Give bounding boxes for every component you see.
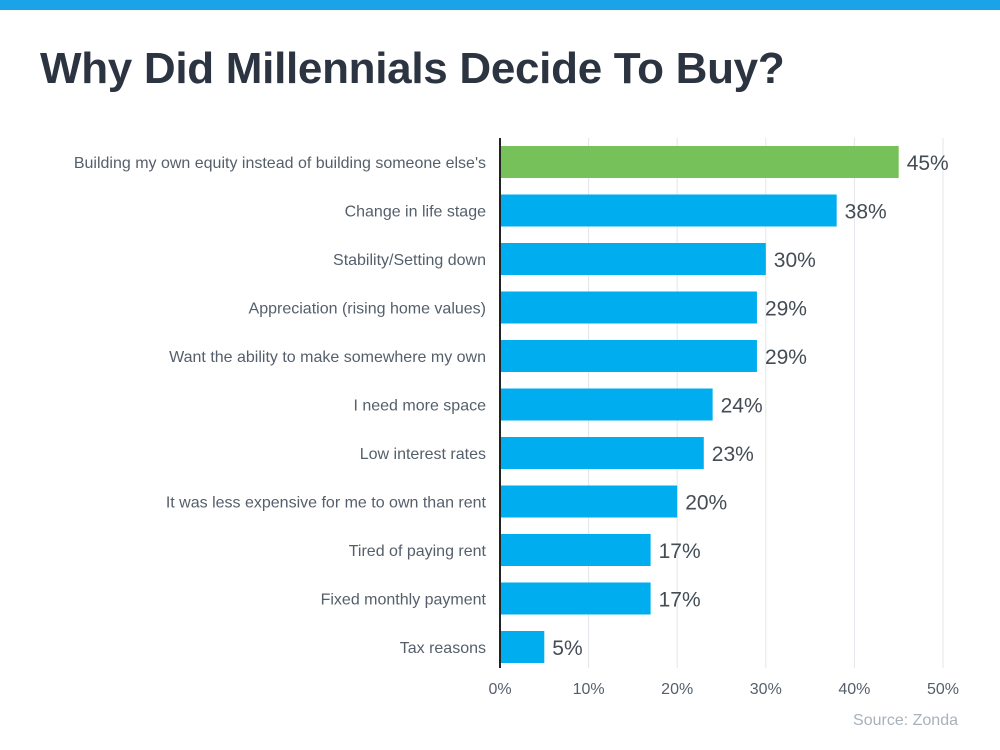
x-tick-label: 10% [573, 681, 605, 698]
value-label: 30% [774, 249, 816, 272]
value-label: 17% [659, 540, 701, 563]
category-label: It was less expensive for me to own than… [166, 495, 487, 512]
bar [500, 291, 757, 324]
value-label: 23% [712, 443, 754, 466]
category-label: Appreciation (rising home values) [249, 301, 486, 318]
source-note: Source: Zonda [853, 712, 958, 729]
category-label: Fixed monthly payment [321, 592, 487, 609]
bar [500, 485, 678, 518]
value-label: 45% [907, 152, 949, 175]
x-tick-label: 30% [750, 681, 782, 698]
bar [500, 582, 651, 615]
bar [500, 146, 899, 178]
value-label: 29% [765, 346, 807, 369]
category-label: Tax reasons [400, 640, 486, 657]
bar [500, 243, 766, 275]
bar [500, 388, 713, 421]
bar [500, 437, 704, 469]
bar [500, 194, 837, 227]
bar [500, 340, 757, 372]
category-label: Change in life stage [345, 204, 487, 221]
top-accent-bar [0, 0, 1000, 10]
category-label: Building my own equity instead of buildi… [74, 155, 486, 172]
value-label: 5% [552, 637, 582, 660]
category-label: Want the ability to make somewhere my ow… [169, 349, 486, 366]
category-label: Low interest rates [360, 446, 486, 463]
category-label: I need more space [353, 398, 486, 415]
value-label: 20% [685, 492, 727, 515]
value-label: 38% [845, 201, 887, 224]
value-label: 29% [765, 298, 807, 321]
x-tick-label: 50% [927, 681, 959, 698]
category-label: Tired of paying rent [349, 543, 487, 560]
page-title: Why Did Millennials Decide To Buy? [40, 44, 785, 93]
value-label: 24% [721, 395, 763, 418]
x-tick-label: 20% [661, 681, 693, 698]
value-label: 17% [659, 589, 701, 612]
x-tick-label: 40% [838, 681, 870, 698]
bar [500, 534, 651, 566]
bar [500, 631, 545, 663]
x-tick-label: 0% [488, 681, 511, 698]
category-label: Stability/Setting down [333, 252, 486, 269]
